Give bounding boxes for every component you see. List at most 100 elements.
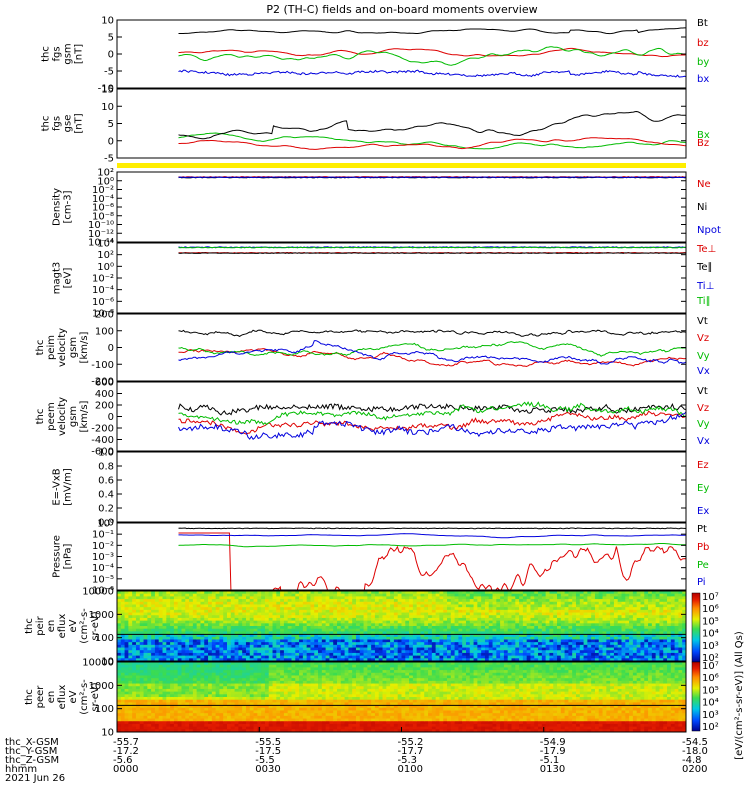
x-tick-label: -5.5 [255,755,275,766]
y-tick-label: 10000 [82,587,114,598]
y-tick-label: 10⁻¹⁴ [88,238,114,249]
y-tick-label: 0 [108,136,114,147]
x-tick-label: -5.3 [398,755,418,766]
x-tick-label: -18.0 [682,746,708,757]
legend-entry-bt: Bt [697,18,708,29]
y-tick-label: -5 [104,67,114,78]
y-tick-label: 400 [95,389,114,400]
x-axis-rows: thc_X-GSM -55.7 -55.5 -55.2 -54.9 -54.5 thc_Y-… [5,727,708,784]
panel-frame [116,590,687,662]
legend-entry-by: by [697,57,709,68]
x-tick-label: -5.1 [540,755,560,766]
quality-flag-bar [117,163,686,168]
x-tick-label: -55.7 [113,737,139,748]
series-pt-line [178,527,686,530]
y-tick-label: -200 [91,424,114,435]
colorbar-tick-label: 10⁶ [702,673,719,684]
y-tick-label: 200 [95,401,114,412]
y-tick-label: 1000 [89,610,114,621]
legend-entry-ne: Ne [697,179,711,190]
colorbar-tick-label: 10⁷ [702,592,719,603]
y-tick-label: -600 [91,447,114,458]
y-tick-label: 0 [108,343,114,354]
y-axis-label: thcpeimvelocitygsm[km/s] [35,328,90,367]
series-bz-line [178,137,686,150]
y-tick-label: 0.4 [98,490,114,501]
legend-entry-bx: Bx [697,130,710,141]
y-tick-label: -100 [91,360,114,371]
panel-frame [116,381,687,452]
y-tick-label: 10⁻⁶ [92,586,114,597]
panel-frame [116,522,687,591]
series-vz-line [178,410,686,435]
x-tick-label: -54.9 [540,737,566,748]
series-bx-line [178,132,686,150]
y-tick-label: 10⁻³ [92,552,114,563]
colorbar-tick-label: 10⁵ [702,685,719,696]
colorbar-tick-label: 10⁴ [702,629,719,640]
y-tick-label: 10 [101,728,114,739]
y-axis-label: thcpeirenefluxeV(cm²-s-sr-eV) [24,608,101,644]
y-tick-label: 5 [108,119,114,130]
series-pe-line [178,543,686,548]
x-row-label: hhmm [5,764,37,775]
legend-entry-bx: bx [697,74,709,85]
y-tick-label: 0.8 [98,462,114,473]
legend-entry-vz: Vz [697,333,709,344]
y-tick-label: 0 [108,412,114,423]
x-tick-label: -4.8 [682,755,702,766]
legend-entry-vt: Vt [697,316,708,327]
y-tick-label: 10⁻² [92,274,114,285]
colorbar-tick-label: 10⁵ [702,616,719,627]
series-vx-line [178,340,686,365]
y-axis-label: Pressure[nPa] [52,535,74,578]
y-tick-label: 1000 [89,681,114,692]
panel-peir_spectrogram: 10000 1000 100 10 thcpeirenefluxeV(cm²-s-sr-… [24,587,687,668]
y-tick-label: 10 [101,102,114,113]
y-tick-label: 10000 [82,658,114,669]
panel-peer_spectrogram: 10000100010010thcpeerenefluxeV(cm²-s-sr-… [24,658,687,739]
y-tick-label: 10 [101,657,114,668]
colorbar-tick-label: 10⁷ [702,661,719,672]
y-tick-label: 10⁻¹² [88,229,114,240]
legend-entry-te: Te⊥ [696,244,716,255]
series-bt-line [178,110,686,140]
y-tick-label: 600 [95,378,114,389]
legend-entry-bz: Bz [697,138,709,149]
colorbar-tick-label: 10⁶ [702,604,719,615]
x-tick-label: 0130 [540,764,565,775]
legend-entry-pb: Pb [697,542,709,553]
panels: 10 5 0 -5 -10 thcfgsgsm[nT] Bt bz by bx 15 10 5 0 -5 th… [24,16,721,739]
x-tick-label: -17.2 [113,746,139,757]
series-vt-line [178,329,686,337]
series-vy-line [178,401,686,426]
x-row-label: thc_X-GSM [5,737,59,748]
x-tick-label: -55.2 [398,737,424,748]
panel-frame [116,242,687,314]
x-tick-label: -17.7 [398,746,424,757]
panel-fgs_gsm: 10 5 0 -5 -10 thcfgsgsm[nT] Bt bz by bx [41,16,710,95]
y-axis-label: Density[cm-3] [52,188,74,226]
legend-entry-vt: Vt [697,386,708,397]
legend-entry-pi: Pi [697,577,706,588]
series-ti-line [178,246,686,249]
legend-entry-ex: Ex [697,506,709,517]
y-tick-label: -200 [91,377,114,388]
series-vz-line [178,348,686,368]
y-tick-label: -400 [91,435,114,446]
colorbar-upper [691,592,701,663]
y-axis-label: thcfgsgse[nT] [41,113,85,133]
chart-title: P2 (TH-C) fields and on-board moments ov… [266,3,537,16]
y-tick-label: 10⁻⁶ [92,297,114,308]
legend-entry-pe: Pe [697,560,709,571]
y-tick-label: 10 [101,16,114,27]
x-tick-label: 0200 [682,764,707,775]
panel-frame [116,88,687,159]
y-tick-label: 10⁰ [97,262,114,273]
